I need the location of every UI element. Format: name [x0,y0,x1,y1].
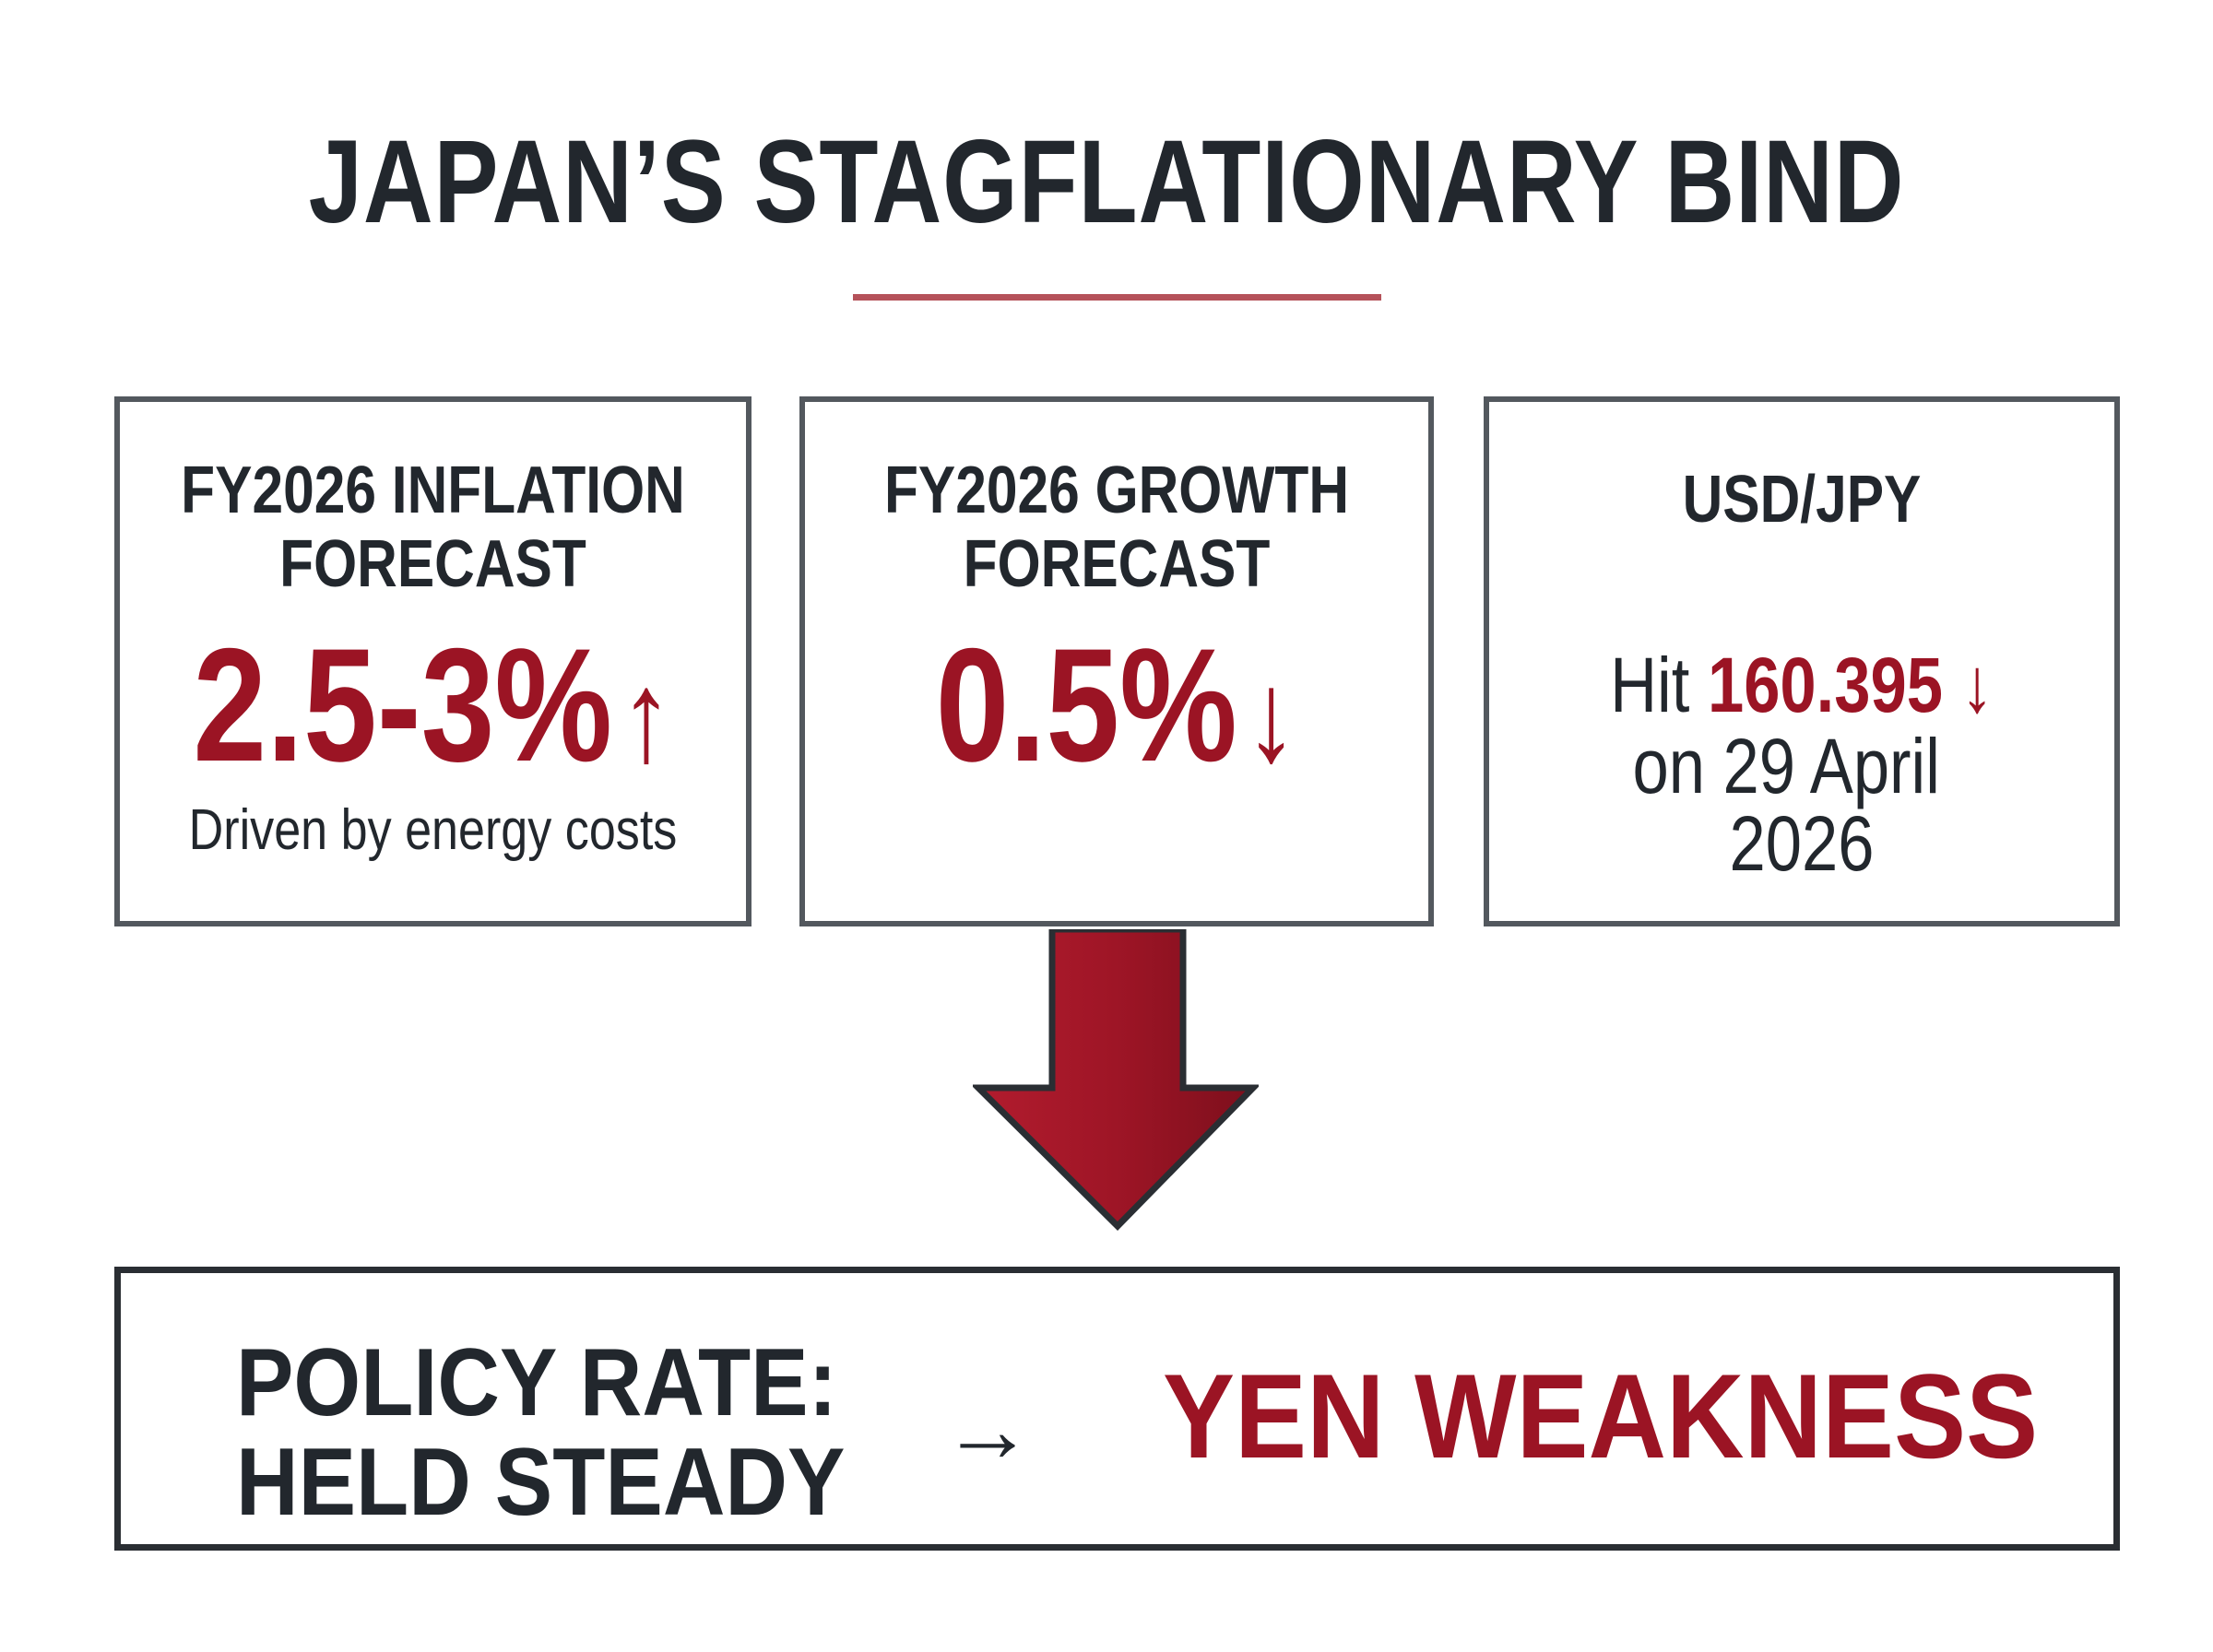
card-label: FY2026 GROWTH [883,454,1350,527]
arrow-up-icon: ↑ [620,643,673,788]
growth-forecast-card: FY2026 GROWTH FORECAST 0.5%↓ [799,396,1434,926]
policy-outcome-box: POLICY RATE: HELD STEADY → YEN WEAKNESS [114,1267,2120,1551]
policy-line-1: POLICY RATE: [236,1329,837,1436]
fx-rate-line: Hit 160.395 ↓ [1539,645,2065,725]
down-arrow-icon [973,929,1259,1231]
fx-date-line: on 29 April [1632,723,1940,809]
inflation-forecast-card: FY2026 INFLATION FORECAST 2.5-3%↑ Driven… [114,396,751,926]
card-label: FORECAST [279,527,586,601]
card-label: FORECAST [963,527,1271,601]
arrow-right-icon: → [941,1378,1034,1481]
arrow-down-icon: ↓ [1960,642,1994,728]
policy-line-2: HELD STEADY [236,1429,846,1536]
fx-value: 160.395 [1707,642,1944,728]
fx-prefix: Hit [1610,642,1690,728]
card-label: FY2026 INFLATION [181,454,685,527]
growth-value: 0.5%↓ [861,623,1372,799]
card-note: Driven by energy costs [188,798,678,862]
page-title: JAPAN’S STAGFLATIONARY BIND [308,116,1905,248]
inflation-value: 2.5-3%↑ [176,623,690,799]
yen-weakness-text: YEN WEAKNESS [1163,1349,2039,1483]
policy-rate-text: POLICY RATE: HELD STEADY [236,1333,845,1532]
arrow-down-icon: ↓ [1244,643,1298,788]
value-text: 2.5-3% [193,616,613,796]
title-underline [853,294,1381,301]
value-text: 0.5% [935,616,1237,796]
fx-date-year: 2026 [1729,800,1875,887]
usdjpy-card: USD/JPY Hit 160.395 ↓ on 29 April 2026 [1484,396,2120,926]
card-label: USD/JPY [1682,463,1922,537]
